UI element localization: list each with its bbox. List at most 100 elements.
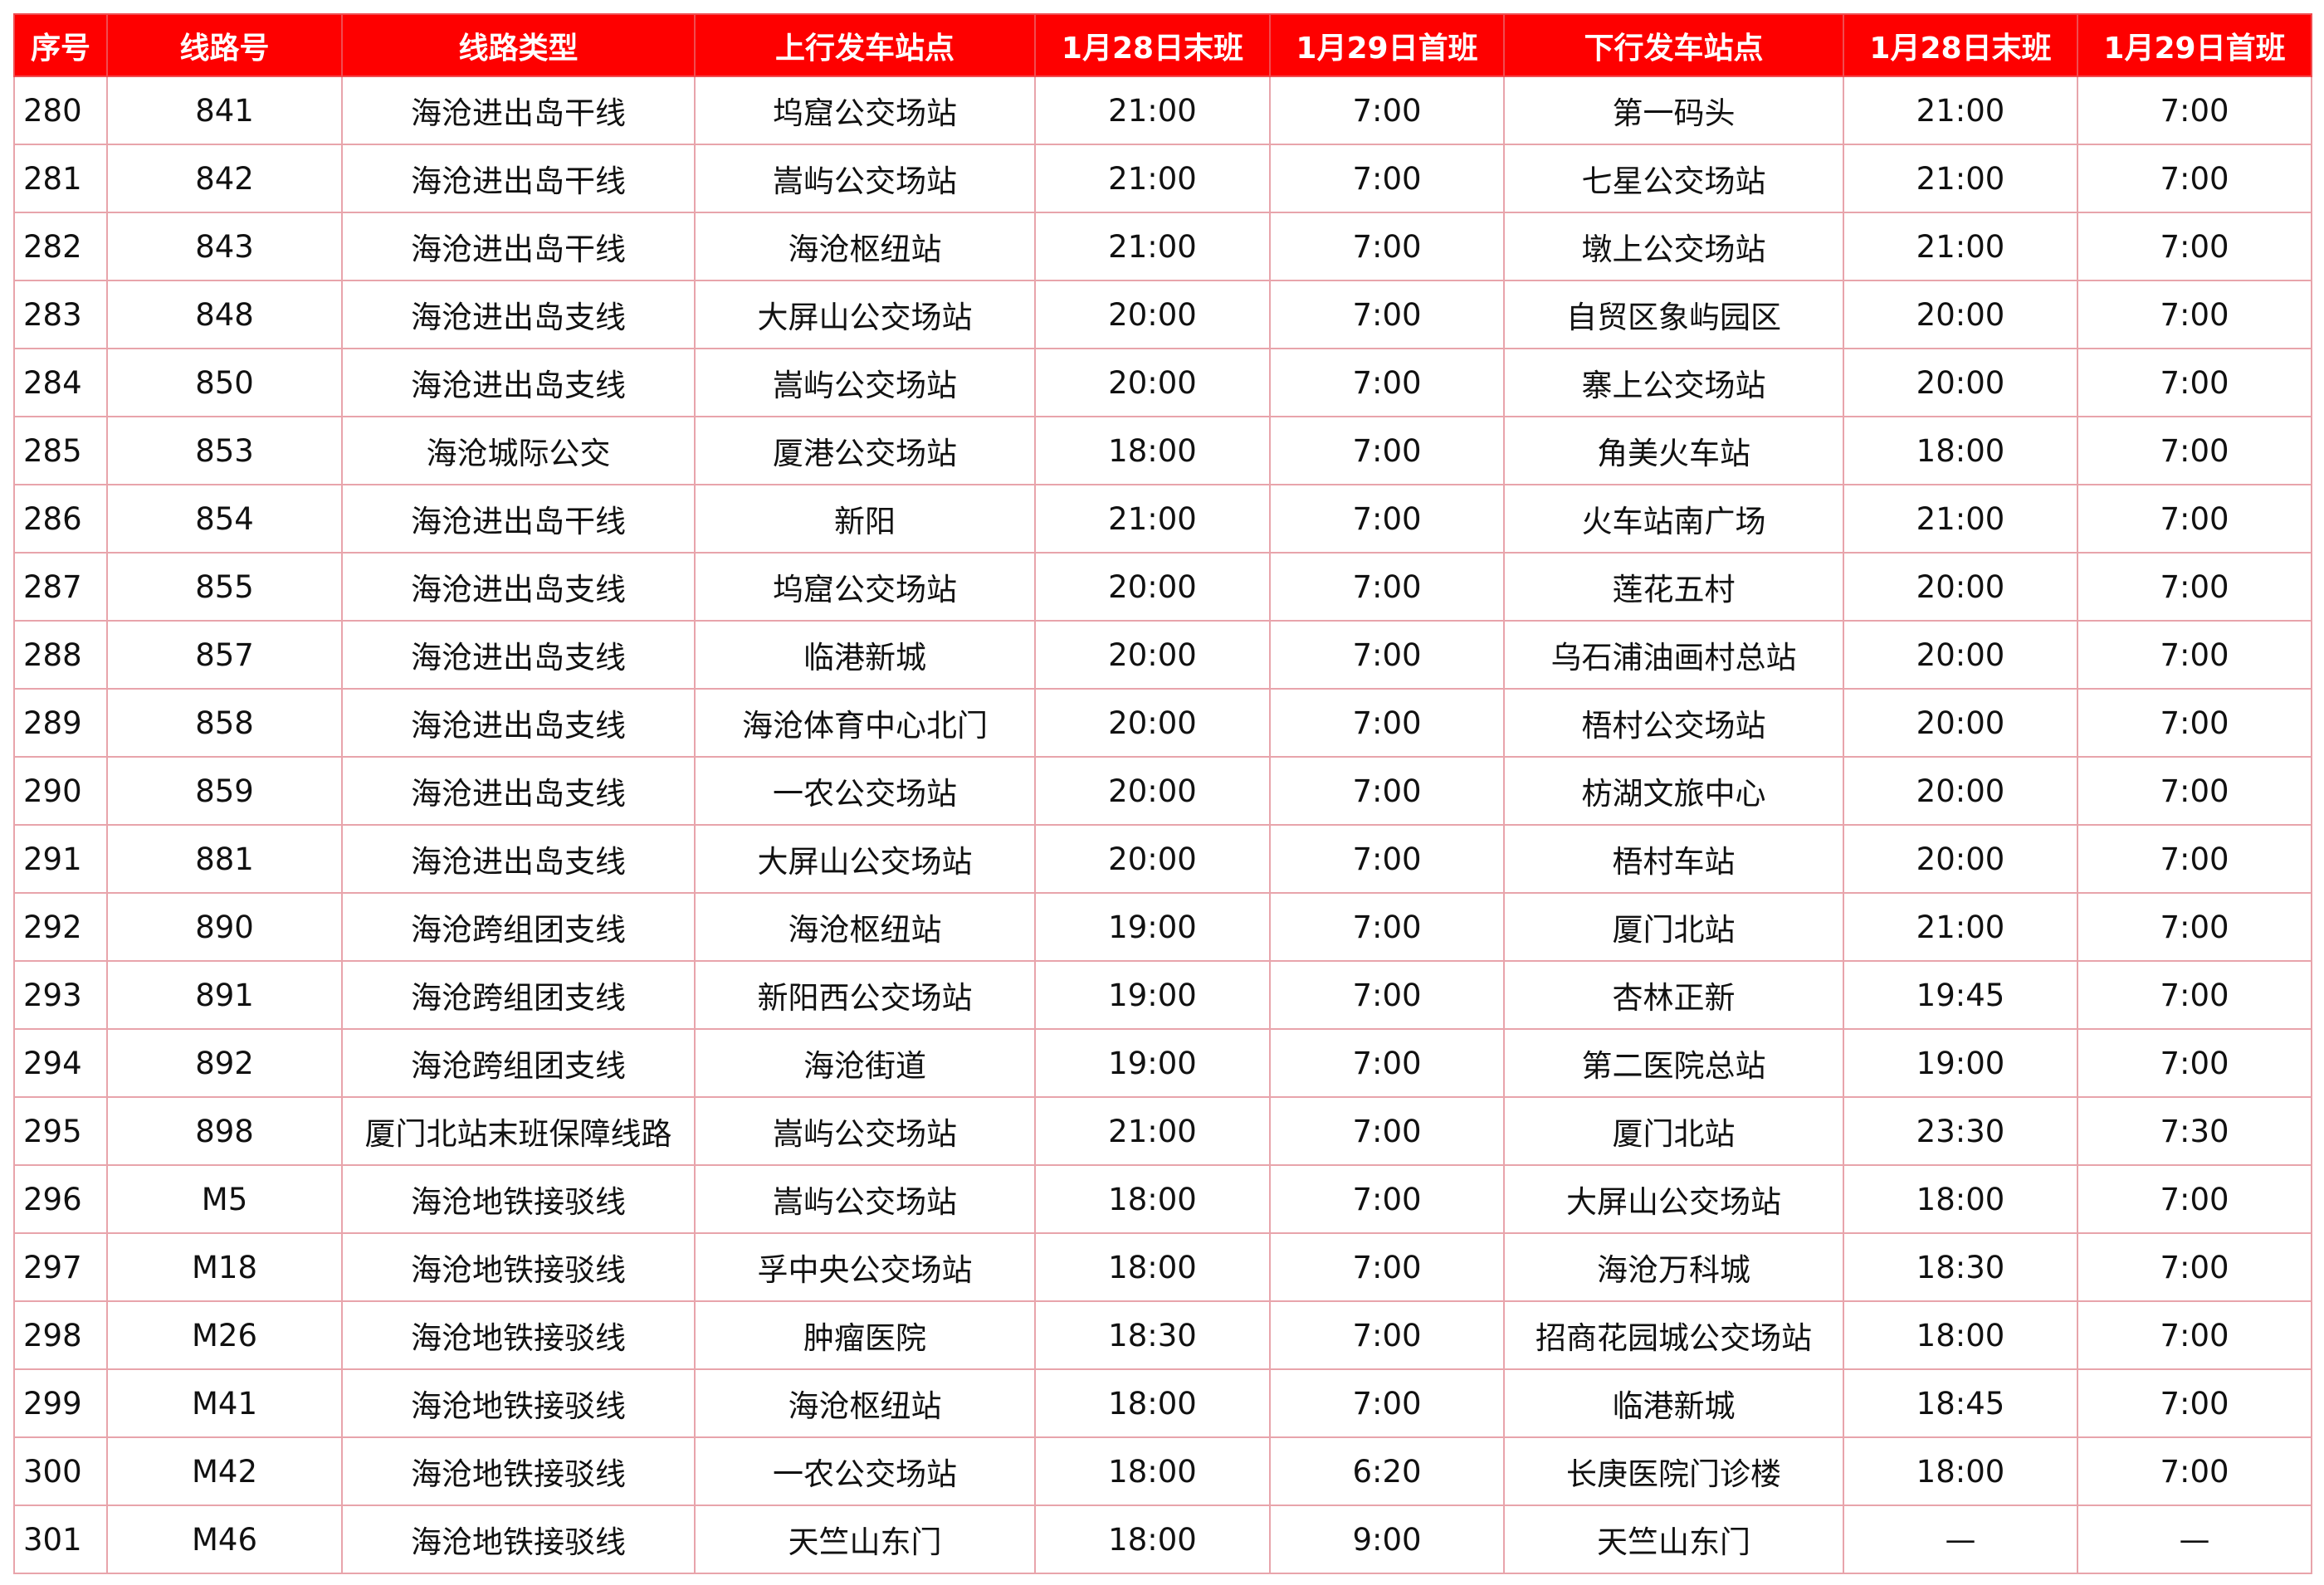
cell-down-last-bus: 18:00	[1843, 1436, 2078, 1506]
cell-up-start-station: 新阳西公交场站	[694, 960, 1036, 1030]
cell-up-start-station: 坞窟公交场站	[694, 76, 1036, 145]
cell-route-number: 892	[106, 1028, 343, 1098]
table-row: 295 898 厦门北站末班保障线路 嵩屿公交场站 21:00 7:00 厦门北站 23:30…	[13, 1096, 2312, 1166]
cell-route-type: 海沧跨组团支线	[341, 1028, 696, 1098]
cell-down-start-station: 自贸区象屿园区	[1503, 280, 1844, 349]
cell-seq: 299	[13, 1368, 108, 1438]
cell-down-last-bus: 21:00	[1843, 144, 2078, 213]
cell-seq: 283	[13, 280, 108, 349]
table-row: 299 M41 海沧地铁接驳线 海沧枢纽站 18:00 7:00 临港新城 18:45 7:00	[13, 1368, 2312, 1438]
cell-route-type: 海沧进出岛干线	[341, 76, 696, 145]
cell-route-type: 海沧地铁接驳线	[341, 1436, 696, 1506]
cell-up-first-bus: 7:00	[1269, 416, 1505, 485]
table-row: 288 857 海沧进出岛支线 临港新城 20:00 7:00 乌石浦油画村总站 20:00 7…	[13, 620, 2312, 690]
cell-up-last-bus: 20:00	[1034, 348, 1271, 417]
cell-route-number: 853	[106, 416, 343, 485]
cell-up-first-bus: 7:00	[1269, 756, 1505, 826]
header-up-start-station: 上行发车站点	[694, 13, 1036, 77]
table-row: 290 859 海沧进出岛支线 一农公交场站 20:00 7:00 枋湖文旅中心 20:00 7…	[13, 756, 2312, 826]
header-down-start-station: 下行发车站点	[1503, 13, 1844, 77]
cell-down-first-bus: 7:00	[2077, 1028, 2312, 1098]
cell-down-first-bus: 7:00	[2077, 552, 2312, 622]
cell-route-number: 859	[106, 756, 343, 826]
table-row: 292 890 海沧跨组团支线 海沧枢纽站 19:00 7:00 厦门北站 21:00 7:00	[13, 892, 2312, 962]
table-row: 293 891 海沧跨组团支线 新阳西公交场站 19:00 7:00 杏林正新 19:45 7:…	[13, 960, 2312, 1030]
cell-route-type: 海沧进出岛干线	[341, 144, 696, 213]
cell-down-start-station: 长庚医院门诊楼	[1503, 1436, 1844, 1506]
cell-route-type: 海沧跨组团支线	[341, 892, 696, 962]
cell-down-start-station: 寨上公交场站	[1503, 348, 1844, 417]
table-row: 284 850 海沧进出岛支线 嵩屿公交场站 20:00 7:00 寨上公交场站 20:00 7…	[13, 348, 2312, 417]
cell-up-first-bus: 7:00	[1269, 280, 1505, 349]
header-up-first-bus: 1月29日首班	[1269, 13, 1505, 77]
cell-route-number: M18	[106, 1232, 343, 1302]
cell-down-start-station: 厦门北站	[1503, 892, 1844, 962]
cell-up-last-bus: 20:00	[1034, 824, 1271, 894]
cell-route-number: 881	[106, 824, 343, 894]
cell-down-first-bus: 7:00	[2077, 1232, 2312, 1302]
cell-seq: 286	[13, 484, 108, 554]
cell-seq: 285	[13, 416, 108, 485]
cell-seq: 287	[13, 552, 108, 622]
cell-down-last-bus: 21:00	[1843, 484, 2078, 554]
cell-seq: 288	[13, 620, 108, 690]
cell-up-first-bus: 7:00	[1269, 1164, 1505, 1234]
cell-up-last-bus: 18:00	[1034, 1505, 1271, 1574]
cell-route-type: 海沧进出岛支线	[341, 688, 696, 758]
cell-route-number: M41	[106, 1368, 343, 1438]
cell-route-number: 854	[106, 484, 343, 554]
cell-down-first-bus: 7:00	[2077, 688, 2312, 758]
cell-seq: 295	[13, 1096, 108, 1166]
cell-seq: 280	[13, 76, 108, 145]
cell-up-start-station: 海沧枢纽站	[694, 1368, 1036, 1438]
cell-route-type: 海沧进出岛支线	[341, 756, 696, 826]
cell-up-last-bus: 18:00	[1034, 1368, 1271, 1438]
cell-up-start-station: 海沧枢纽站	[694, 892, 1036, 962]
cell-down-last-bus: 18:00	[1843, 1300, 2078, 1370]
cell-up-last-bus: 19:00	[1034, 892, 1271, 962]
cell-down-last-bus: 20:00	[1843, 756, 2078, 826]
cell-down-first-bus: 7:00	[2077, 960, 2312, 1030]
cell-up-start-station: 嵩屿公交场站	[694, 1096, 1036, 1166]
cell-down-first-bus: 7:00	[2077, 484, 2312, 554]
cell-route-type: 海沧进出岛支线	[341, 280, 696, 349]
cell-route-number: 858	[106, 688, 343, 758]
cell-up-last-bus: 19:00	[1034, 1028, 1271, 1098]
cell-down-first-bus: 7:00	[2077, 620, 2312, 690]
header-down-last-bus: 1月28日末班	[1843, 13, 2078, 77]
cell-route-type: 厦门北站末班保障线路	[341, 1096, 696, 1166]
cell-down-first-bus: 7:00	[2077, 892, 2312, 962]
cell-route-number: 898	[106, 1096, 343, 1166]
table-row: 291 881 海沧进出岛支线 大屏山公交场站 20:00 7:00 梧村车站 20:00 7:…	[13, 824, 2312, 894]
cell-up-first-bus: 7:00	[1269, 620, 1505, 690]
cell-down-last-bus: 20:00	[1843, 688, 2078, 758]
cell-up-last-bus: 18:00	[1034, 1164, 1271, 1234]
cell-up-start-station: 孚中央公交场站	[694, 1232, 1036, 1302]
cell-down-last-bus: 19:00	[1843, 1028, 2078, 1098]
table-row: 296 M5 海沧地铁接驳线 嵩屿公交场站 18:00 7:00 大屏山公交场站 18:00 7…	[13, 1164, 2312, 1234]
cell-up-first-bus: 7:00	[1269, 1368, 1505, 1438]
cell-seq: 284	[13, 348, 108, 417]
table-row: 287 855 海沧进出岛支线 坞窟公交场站 20:00 7:00 莲花五村 20:00 7:0…	[13, 552, 2312, 622]
cell-down-start-station: 莲花五村	[1503, 552, 1844, 622]
bus-schedule-table: 序号 线路号 线路类型 上行发车站点 1月28日末班 1月29日首班 下行发车站点 1月28日…	[13, 13, 2312, 1574]
header-down-first-bus: 1月29日首班	[2077, 13, 2312, 77]
cell-down-first-bus: 7:00	[2077, 1164, 2312, 1234]
cell-route-type: 海沧进出岛支线	[341, 620, 696, 690]
cell-down-first-bus: 7:00	[2077, 416, 2312, 485]
table-row: 285 853 海沧城际公交 厦港公交场站 18:00 7:00 角美火车站 18:00 7:0…	[13, 416, 2312, 485]
cell-down-last-bus: 20:00	[1843, 280, 2078, 349]
cell-down-first-bus: 7:00	[2077, 348, 2312, 417]
cell-up-first-bus: 7:00	[1269, 76, 1505, 145]
header-seq: 序号	[13, 13, 108, 77]
cell-up-start-station: 大屏山公交场站	[694, 824, 1036, 894]
cell-up-start-station: 大屏山公交场站	[694, 280, 1036, 349]
cell-down-last-bus: 20:00	[1843, 620, 2078, 690]
cell-up-start-station: 海沧街道	[694, 1028, 1036, 1098]
cell-route-type: 海沧进出岛支线	[341, 552, 696, 622]
cell-up-last-bus: 19:00	[1034, 960, 1271, 1030]
cell-seq: 293	[13, 960, 108, 1030]
cell-up-last-bus: 21:00	[1034, 212, 1271, 281]
table-row: 297 M18 海沧地铁接驳线 孚中央公交场站 18:00 7:00 海沧万科城 18:30 7…	[13, 1232, 2312, 1302]
cell-seq: 298	[13, 1300, 108, 1370]
